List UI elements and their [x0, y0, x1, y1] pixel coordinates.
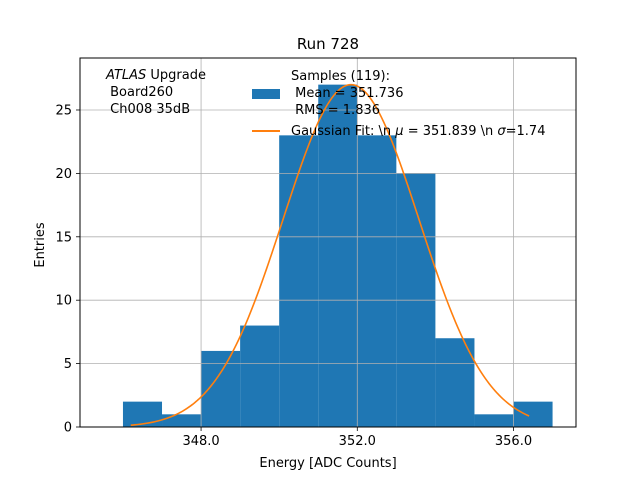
- histogram-bar: [513, 401, 553, 427]
- x-axis-label: Energy [ADC Counts]: [259, 456, 396, 471]
- legend-fit-mu: μ: [394, 124, 403, 139]
- annotation-channel: Ch008 35dB: [106, 102, 190, 117]
- legend-hist-mean: Mean = 351.736: [291, 86, 403, 101]
- x-tick-label: 352.0: [339, 434, 376, 449]
- histogram-bar: [122, 401, 163, 427]
- atlas-annotation: ATLAS Upgrade Board260 Ch008 35dB: [105, 68, 206, 117]
- axis-ticks: 348.0 352.0 356.0 0 5 10 15 20 25: [55, 103, 532, 449]
- legend-hist-rms: RMS = 1.836: [291, 103, 380, 118]
- annotation-line-1: ATLAS Upgrade: [105, 68, 206, 83]
- gaussian-fit: [130, 83, 530, 427]
- y-tick-label: 25: [55, 103, 72, 118]
- y-tick-label: 5: [64, 357, 72, 372]
- histogram-bar: [435, 338, 475, 427]
- y-tick-label: 10: [55, 294, 72, 309]
- legend-header: Samples (119):: [291, 69, 390, 84]
- annotation-board: Board260: [106, 85, 173, 100]
- histogram-bar: [318, 84, 358, 427]
- y-axis-label: Entries: [33, 222, 48, 268]
- y-tick-label: 0: [64, 421, 72, 436]
- annotation-atlas: ATLAS: [105, 68, 146, 83]
- histogram-bar: [162, 414, 202, 427]
- legend-fit-label: Gaussian Fit: \n μ = 351.839 \n σ=1.74: [291, 124, 545, 139]
- plot-frame: [79, 57, 577, 428]
- histogram-bar: [357, 135, 397, 427]
- legend-fit-mid: = 351.839 \n: [404, 124, 498, 139]
- histogram-bar: [474, 414, 514, 427]
- histogram-bar: [240, 325, 280, 427]
- annotation-upgrade: Upgrade: [146, 68, 206, 83]
- histogram-bar: [279, 135, 319, 427]
- y-tick-label: 20: [55, 167, 72, 182]
- x-tick-label: 348.0: [182, 434, 219, 449]
- y-tick-label: 15: [55, 230, 72, 245]
- x-tick-label: 356.0: [495, 434, 532, 449]
- chart-title: Run 728: [297, 35, 359, 53]
- legend-fit-sigma: σ: [497, 124, 506, 139]
- gaussian-fit-line: [130, 83, 530, 427]
- legend-hist-swatch: [252, 89, 280, 99]
- legend: Samples (119): Mean = 351.736 RMS = 1.83…: [252, 69, 545, 139]
- histogram-bar: [201, 350, 241, 427]
- legend-fit-suffix: =1.74: [506, 124, 546, 139]
- legend-fit-prefix: Gaussian Fit: \n: [291, 124, 395, 139]
